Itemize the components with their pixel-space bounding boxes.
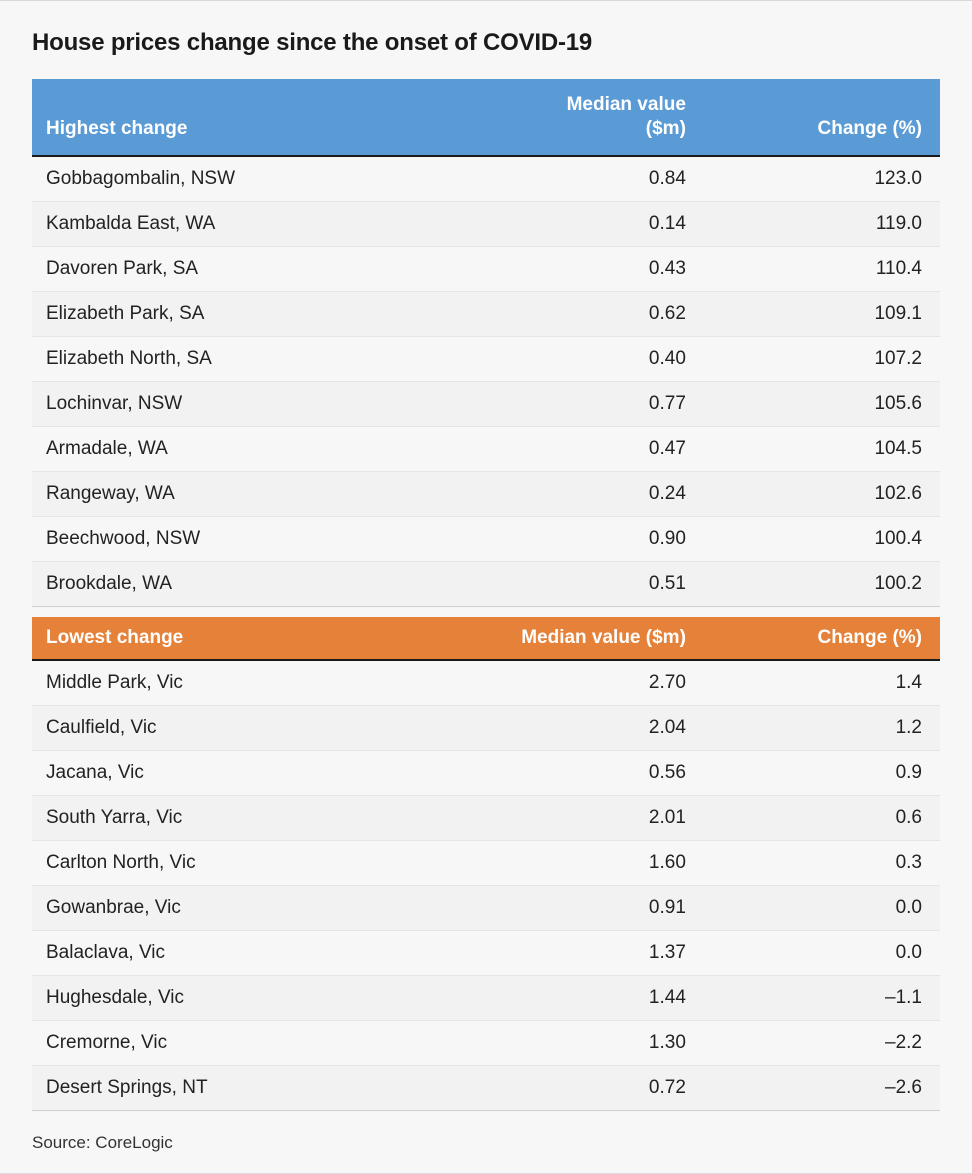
table-row: Lochinvar, NSW0.77105.6 [32,381,940,426]
cell-location: Gowanbrae, Vic [32,885,468,930]
col-header-location: Highest change [32,79,468,156]
cell-change: 123.0 [704,156,940,202]
source-attribution: Source: CoreLogic [32,1133,940,1153]
cell-change: 102.6 [704,471,940,516]
cell-median: 0.72 [468,1065,704,1110]
table-row: Hughesdale, Vic1.44–1.1 [32,975,940,1020]
cell-location: Caulfield, Vic [32,705,468,750]
cell-location: Beechwood, NSW [32,516,468,561]
col-header-change: Change (%) [704,617,940,660]
table-row: Gobbagombalin, NSW0.84123.0 [32,156,940,202]
table-spacer [32,607,940,617]
cell-change: 109.1 [704,291,940,336]
highest-change-table: Highest change Median value($m) Change (… [32,79,940,607]
cell-change: 100.2 [704,561,940,606]
cell-location: Elizabeth Park, SA [32,291,468,336]
cell-location: Brookdale, WA [32,561,468,606]
table-row: South Yarra, Vic2.010.6 [32,795,940,840]
cell-change: 119.0 [704,201,940,246]
cell-median: 0.91 [468,885,704,930]
table-row: Armadale, WA0.47104.5 [32,426,940,471]
table-row: Caulfield, Vic2.041.2 [32,705,940,750]
table-row: Cremorne, Vic1.30–2.2 [32,1020,940,1065]
cell-location: Davoren Park, SA [32,246,468,291]
cell-change: 0.9 [704,750,940,795]
cell-median: 1.44 [468,975,704,1020]
page-title: House prices change since the onset of C… [32,29,940,57]
table-row: Balaclava, Vic1.370.0 [32,930,940,975]
table-row: Carlton North, Vic1.600.3 [32,840,940,885]
cell-median: 0.90 [468,516,704,561]
cell-change: 0.0 [704,885,940,930]
cell-change: 110.4 [704,246,940,291]
cell-change: 1.2 [704,705,940,750]
cell-change: 0.3 [704,840,940,885]
table-row: Beechwood, NSW0.90100.4 [32,516,940,561]
cell-location: Cremorne, Vic [32,1020,468,1065]
cell-location: Armadale, WA [32,426,468,471]
lowest-header-row: Lowest change Median value ($m) Change (… [32,617,940,660]
cell-median: 0.43 [468,246,704,291]
table-row: Davoren Park, SA0.43110.4 [32,246,940,291]
cell-median: 2.01 [468,795,704,840]
table-row: Brookdale, WA0.51100.2 [32,561,940,606]
cell-location: Elizabeth North, SA [32,336,468,381]
cell-median: 0.47 [468,426,704,471]
lowest-change-table: Lowest change Median value ($m) Change (… [32,617,940,1111]
col-header-median: Median value($m) [468,79,704,156]
cell-median: 0.51 [468,561,704,606]
table-row: Kambalda East, WA0.14119.0 [32,201,940,246]
cell-median: 1.60 [468,840,704,885]
cell-median: 2.70 [468,660,704,706]
cell-change: 104.5 [704,426,940,471]
cell-change: 0.0 [704,930,940,975]
cell-median: 1.30 [468,1020,704,1065]
cell-median: 0.14 [468,201,704,246]
cell-change: 1.4 [704,660,940,706]
table-row: Jacana, Vic0.560.9 [32,750,940,795]
table-row: Desert Springs, NT0.72–2.6 [32,1065,940,1110]
col-header-location: Lowest change [32,617,468,660]
cell-location: Middle Park, Vic [32,660,468,706]
table-row: Rangeway, WA0.24102.6 [32,471,940,516]
cell-location: Jacana, Vic [32,750,468,795]
cell-location: Desert Springs, NT [32,1065,468,1110]
cell-location: South Yarra, Vic [32,795,468,840]
cell-change: 100.4 [704,516,940,561]
cell-change: –2.6 [704,1065,940,1110]
cell-median: 1.37 [468,930,704,975]
table-row: Elizabeth Park, SA0.62109.1 [32,291,940,336]
cell-change: –1.1 [704,975,940,1020]
cell-change: 105.6 [704,381,940,426]
cell-median: 2.04 [468,705,704,750]
table-row: Gowanbrae, Vic0.910.0 [32,885,940,930]
cell-median: 0.56 [468,750,704,795]
cell-location: Rangeway, WA [32,471,468,516]
table-container: House prices change since the onset of C… [0,0,972,1174]
cell-median: 0.77 [468,381,704,426]
cell-median: 0.84 [468,156,704,202]
table-row: Middle Park, Vic2.701.4 [32,660,940,706]
cell-change: 0.6 [704,795,940,840]
cell-location: Balaclava, Vic [32,930,468,975]
col-header-median: Median value ($m) [468,617,704,660]
table-row: Elizabeth North, SA0.40107.2 [32,336,940,381]
cell-location: Lochinvar, NSW [32,381,468,426]
cell-median: 0.62 [468,291,704,336]
cell-location: Carlton North, Vic [32,840,468,885]
cell-location: Hughesdale, Vic [32,975,468,1020]
cell-change: –2.2 [704,1020,940,1065]
cell-median: 0.24 [468,471,704,516]
cell-change: 107.2 [704,336,940,381]
col-header-change: Change (%) [704,79,940,156]
highest-header-row: Highest change Median value($m) Change (… [32,79,940,156]
cell-median: 0.40 [468,336,704,381]
cell-location: Gobbagombalin, NSW [32,156,468,202]
cell-location: Kambalda East, WA [32,201,468,246]
